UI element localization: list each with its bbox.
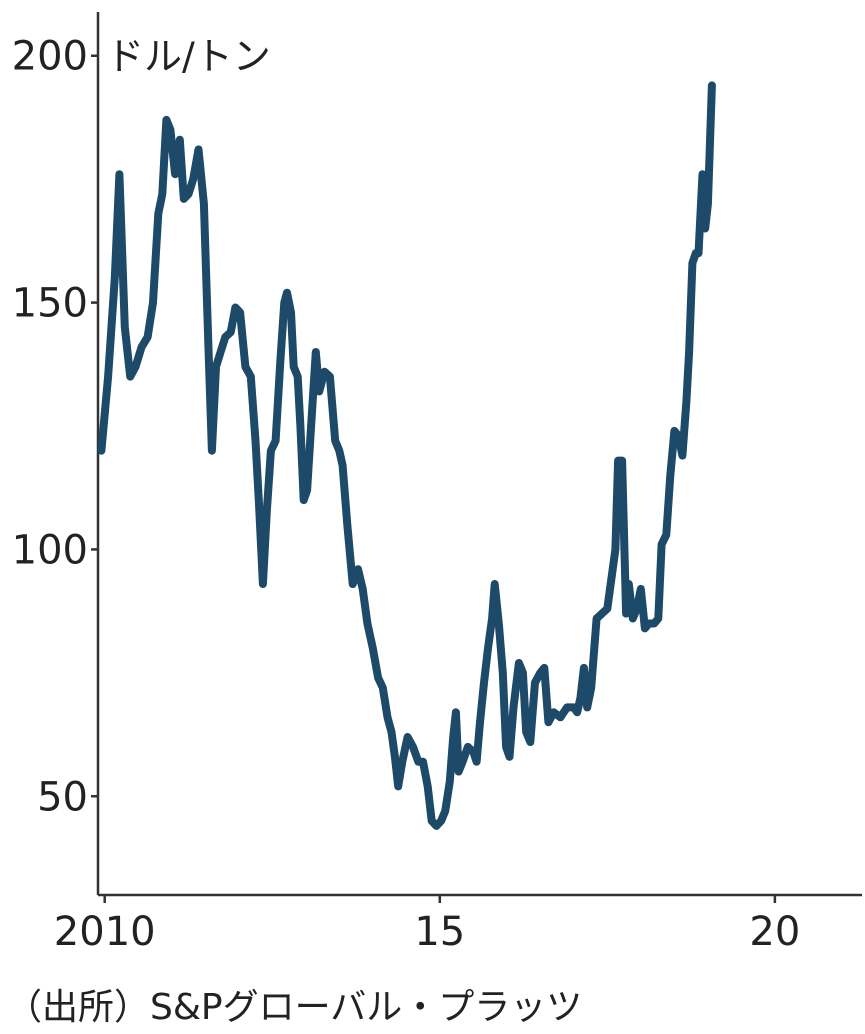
y-tick-label: 200: [12, 34, 88, 80]
y-tick-label: 150: [12, 281, 88, 327]
x-tick-label: 20: [749, 909, 800, 955]
x-tick-label: 2010: [54, 909, 156, 955]
x-tick-label: 15: [414, 909, 465, 955]
y-axis-ticks: 50 100 150 200: [12, 34, 98, 820]
price-series-line: [97, 81, 716, 830]
y-axis-unit-label: ドル/トン: [106, 35, 271, 79]
source-note: （出所）S&Pグローバル・プラッツ: [6, 987, 583, 1028]
axes: [96, 12, 862, 897]
series-layer: [97, 81, 716, 830]
y-tick-label: 100: [12, 527, 88, 573]
y-tick-label: 50: [37, 774, 88, 820]
x-axis-ticks: 2010 15 20: [54, 895, 800, 955]
